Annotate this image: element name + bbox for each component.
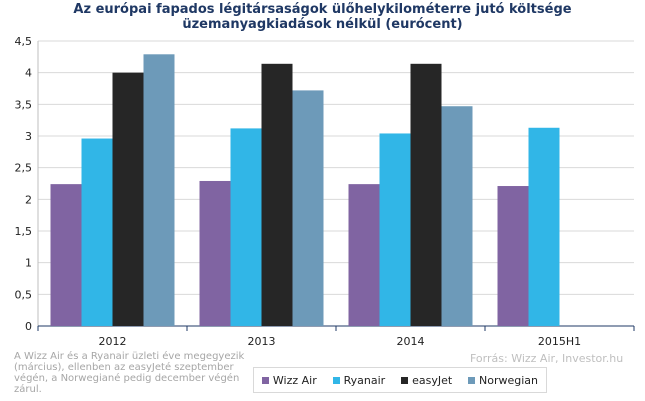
legend-swatch [401,376,409,384]
y-tick-label: 4,5 [15,35,33,48]
bar-ryanair-2013 [230,128,262,326]
legend-swatch [468,376,476,384]
y-tick-label: 3,5 [15,98,33,111]
y-tick-label: 2,5 [15,162,33,175]
bar-norwegian-2012 [143,54,175,327]
chart-title-line-1: Az európai fapados légitársaságok ülőhel… [73,2,572,17]
bar-wizz-air-2012 [50,184,82,326]
legend-label: Norwegian [479,373,539,387]
bar-norwegian-2013 [292,90,324,327]
legend-item: Ryanair [332,373,386,387]
bar-ryanair-2012 [81,138,113,326]
legend-item: easyJet [401,374,452,387]
bar-wizz-air-2014 [348,184,380,326]
y-tick-label: 0,5 [15,288,33,301]
bar-wizz-air-2015h1 [497,186,529,326]
y-tick-label: 2 [25,193,32,206]
source-label: Forrás: Wizz Air, Investor.hu [470,352,624,365]
x-tick-label: 2012 [99,335,127,348]
bar-easyjet-2013 [261,63,293,327]
y-tick-label: 3 [25,130,32,143]
legend-swatch [261,376,269,384]
bar-easyjet-2014 [410,63,442,327]
chart-legend: Wizz Air Ryanair easyJet Norwegian [253,367,547,393]
chart-title: Az európai fapados légitársaságok ülőhel… [0,2,645,32]
y-tick-label: 1,5 [15,225,33,238]
legend-label: easyJet [412,373,453,387]
legend-item: Norwegian [468,374,538,387]
y-tick-label: 4 [25,67,32,80]
legend-item: Wizz Air [261,373,317,387]
bar-easyjet-2012 [112,72,144,327]
legend-label: Wizz Air [272,373,317,387]
footnote: A Wizz Air és a Ryanair üzleti éve megeg… [14,351,245,395]
chart-title-line-2: üzemanyagkiadások nélkül (eurócent) [182,17,463,32]
legend-swatch [332,376,340,384]
bar-ryanair-2015h1 [528,127,560,327]
x-tick-label: 2015H1 [538,335,581,348]
x-tick-label: 2014 [397,335,425,348]
y-tick-label: 0 [25,320,32,333]
bar-wizz-air-2013 [199,180,231,326]
legend-label: Ryanair [343,373,386,387]
x-tick-label: 2013 [248,335,276,348]
y-tick-label: 1 [25,257,32,270]
bar-ryanair-2014 [379,133,411,326]
bar-norwegian-2014 [441,106,473,326]
